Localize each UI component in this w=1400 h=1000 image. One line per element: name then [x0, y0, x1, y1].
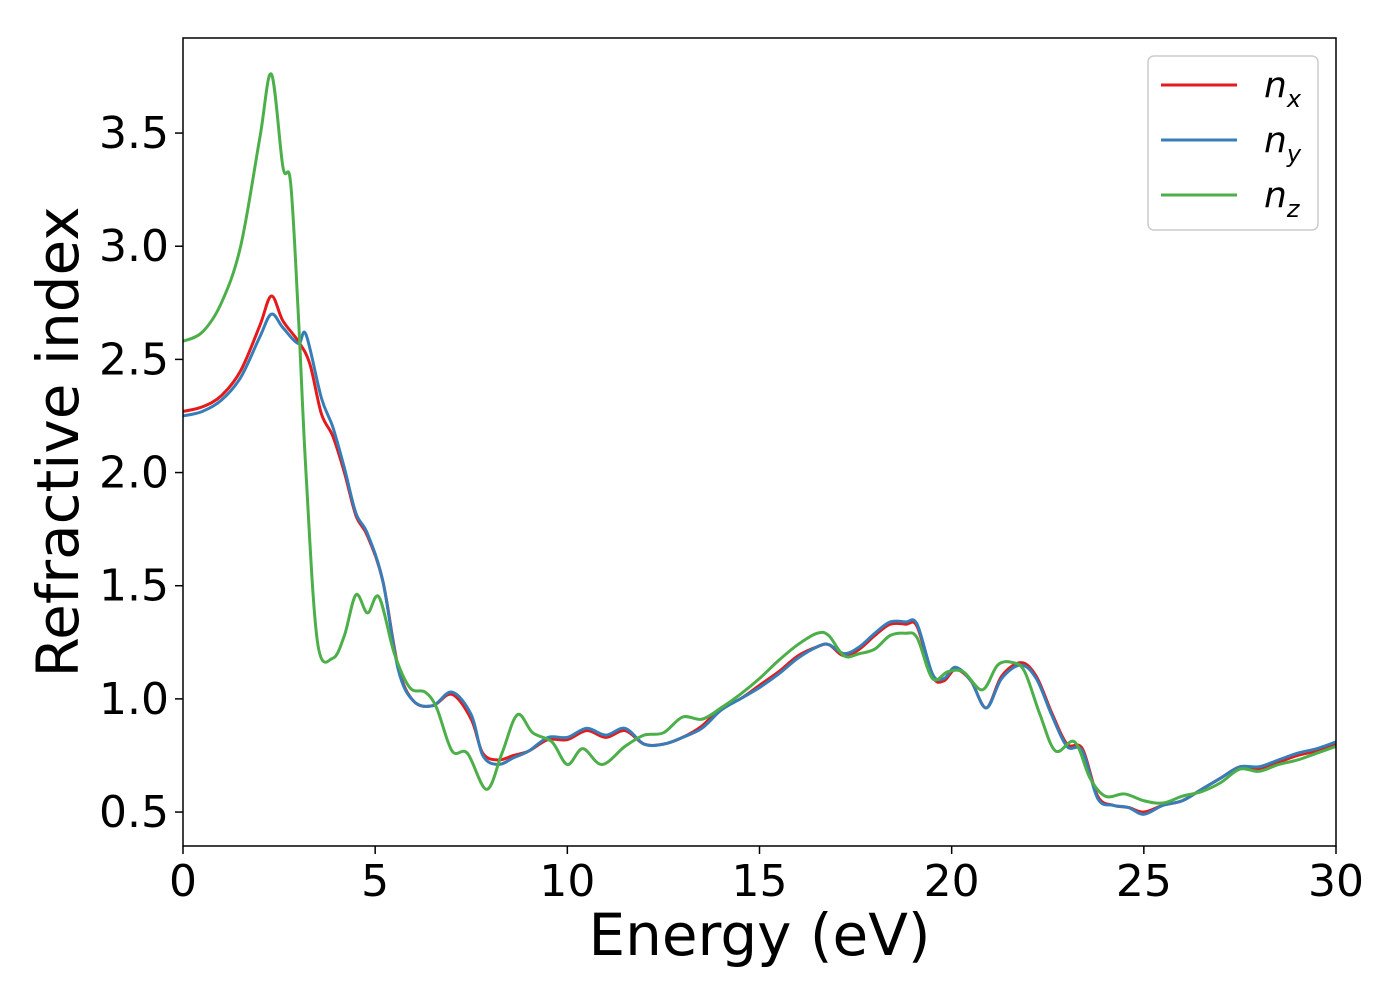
y-tick-label: 2.5 — [99, 334, 169, 385]
x-tick-label: 20 — [924, 856, 980, 907]
plot-background — [183, 38, 1336, 846]
x-tick-label: 10 — [539, 856, 595, 907]
legend: nx ny nz — [1147, 55, 1319, 231]
x-tick-label: 5 — [361, 856, 389, 907]
y-tick-label: 3.0 — [99, 221, 169, 272]
y-tick-label: 1.5 — [99, 561, 169, 612]
x-axis-label: Energy (eV) — [588, 901, 930, 969]
x-tick-label: 15 — [732, 856, 788, 907]
x-tick-label: 0 — [169, 856, 197, 907]
legend-label-n_x: nx — [1264, 65, 1302, 113]
x-tick-label: 30 — [1308, 856, 1364, 907]
legend-label-n_y: ny — [1264, 120, 1302, 168]
x-axis-ticks: 0 5 10 15 20 25 30 — [169, 846, 1364, 907]
legend-box — [1147, 55, 1319, 231]
series-line-n_y — [183, 312, 1336, 816]
y-tick-label: 1.0 — [99, 674, 169, 725]
series-layer — [183, 72, 1336, 816]
y-tick-label: 3.5 — [99, 108, 169, 159]
x-tick-label: 25 — [1116, 856, 1172, 907]
y-tick-label: 0.5 — [99, 787, 169, 838]
y-axis-ticks: 0.5 1.0 1.5 2.0 2.5 3.0 3.5 — [99, 108, 183, 838]
y-tick-label: 2.0 — [99, 448, 169, 499]
series-line-n_z — [183, 72, 1336, 805]
y-axis-label: Refractive index — [24, 206, 92, 677]
legend-label-n_z: nz — [1264, 175, 1301, 223]
